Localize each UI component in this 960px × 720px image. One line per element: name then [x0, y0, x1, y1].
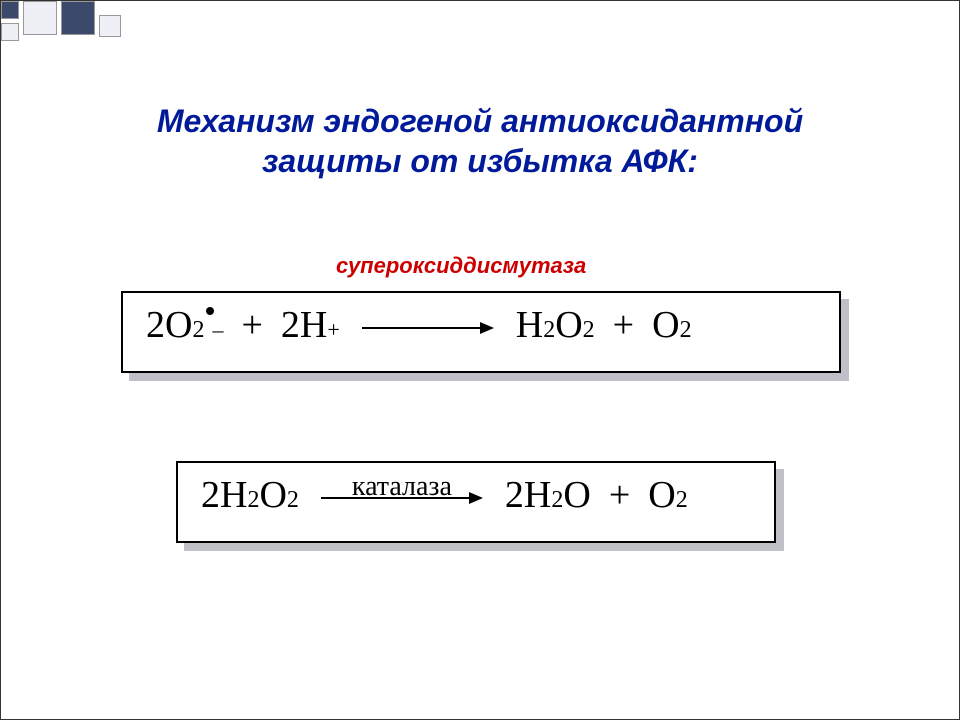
title-line-1: Механизм эндогеной антиоксидантной [157, 103, 803, 139]
eq1-rhs-term2: O2 [652, 303, 691, 347]
title-line-2: защиты от избытка АФК: [262, 143, 698, 179]
plus-sign: + [241, 303, 262, 347]
equation-1: 2O2– + 2H+ H2O2 + O2 [146, 303, 692, 347]
reaction-arrow-icon: каталаза [321, 473, 483, 517]
plus-sign: + [613, 303, 634, 347]
enzyme-label-sod: супероксиддисмутаза [336, 253, 586, 279]
reaction-arrow-icon [362, 303, 494, 347]
eq1-lhs-term2: 2H+ [281, 303, 340, 347]
plus-sign: + [609, 473, 630, 517]
enzyme-label-catalase: каталаза [352, 471, 452, 503]
radical-dot-icon [206, 307, 214, 315]
eq2-rhs-term1: 2H2O [505, 473, 591, 517]
eq2-lhs-term1: 2H2O2 [201, 473, 299, 517]
eq1-lhs-term1: 2O2– [146, 303, 223, 347]
slide-title: Механизм эндогеной антиоксидантной защит… [1, 101, 959, 181]
eq2-rhs-term2: O2 [648, 473, 687, 517]
equation-2: 2H2O2 каталаза 2H2O + O2 [201, 473, 688, 517]
corner-decoration [1, 1, 141, 43]
eq1-rhs-term1: H2O2 [516, 303, 595, 347]
